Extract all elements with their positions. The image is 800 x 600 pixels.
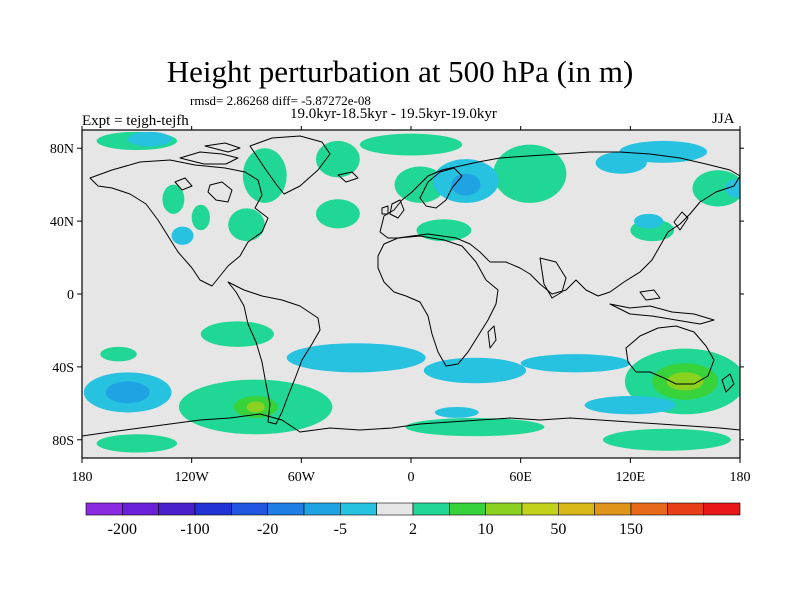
coastline-scandinavia xyxy=(419,167,463,209)
period-text: 19.0kyr-18.5kyr - 19.5kyr-19.0kyr xyxy=(290,106,497,122)
contour-region-33 xyxy=(520,354,631,373)
colorbar-box-17 xyxy=(703,502,741,516)
contour-region-36 xyxy=(434,406,479,418)
lon-tick-label-4: 60E xyxy=(509,470,532,485)
coastline-british-isles xyxy=(381,199,405,219)
contour-region-26 xyxy=(595,151,647,174)
lon-tick-label-0: 180 xyxy=(72,470,93,485)
contour-region-1 xyxy=(315,140,360,178)
colorbar-box-2 xyxy=(158,502,196,516)
contour-region-8 xyxy=(416,219,472,242)
contour-region-9 xyxy=(692,170,740,207)
contour-region-28 xyxy=(127,131,172,147)
experiment-label: Expt = tejgh-tejfh xyxy=(82,113,189,129)
contour-region-31 xyxy=(286,343,426,373)
contour-region-2 xyxy=(359,133,463,156)
contour-region-38 xyxy=(105,381,150,404)
contour-region-11 xyxy=(162,184,185,214)
colorbar-label-6: 50 xyxy=(550,521,566,538)
colorbar-box-0 xyxy=(85,502,123,516)
colorbar-box-15 xyxy=(630,502,668,516)
contour-region-30 xyxy=(725,179,740,198)
colorbar-label-5: 10 xyxy=(478,521,494,538)
lat-tick-label-3: 40S xyxy=(52,361,74,376)
contour-region-23 xyxy=(666,372,704,391)
stats-text: rmsd= 2.86268 diff= -5.87272e-08 xyxy=(190,93,371,108)
colorbar-box-3 xyxy=(194,502,232,516)
colorbar-label-2: -20 xyxy=(257,521,278,538)
lat-tick-label-2: 0 xyxy=(67,288,74,303)
contour-region-32 xyxy=(423,357,527,384)
coastline-madagascar xyxy=(487,325,497,349)
axes: 180 120W 60W 0 60E 120E 180 80N 40N 0 40S 80S xyxy=(50,126,751,485)
lon-tick-label-3: 0 xyxy=(408,470,415,485)
contour-region-12 xyxy=(191,204,210,231)
coastline-india xyxy=(539,257,567,299)
coastlines xyxy=(82,135,740,437)
coastline-hudson-bay xyxy=(207,181,233,203)
contour-region-34 xyxy=(584,396,677,415)
colorbar-box-5 xyxy=(267,502,305,516)
colorbar: -200 -100 -20 -5 2 10 50 150 xyxy=(85,502,741,538)
contour-region-5 xyxy=(394,166,446,203)
contour-fields xyxy=(83,131,740,453)
lon-tick-label-1: 120W xyxy=(175,470,210,485)
contour-region-27 xyxy=(633,213,664,229)
season-label: JJA xyxy=(712,111,735,127)
contour-region-7 xyxy=(315,199,360,229)
coastline-japan xyxy=(673,211,689,231)
colorbar-box-4 xyxy=(231,502,268,516)
colorbar-box-1 xyxy=(122,502,159,516)
coastline-indonesia xyxy=(609,289,715,325)
colorbar-label-1: -100 xyxy=(180,521,209,538)
contour-region-13 xyxy=(200,321,274,347)
lat-tick-label-1: 40N xyxy=(50,215,74,230)
colorbar-box-9 xyxy=(412,502,450,516)
coastline-greenland xyxy=(249,135,331,195)
contour-region-6 xyxy=(228,208,265,242)
contour-region-29 xyxy=(171,226,194,245)
coastline-australia xyxy=(625,325,715,385)
colorbar-box-11 xyxy=(485,502,523,516)
colorbar-box-16 xyxy=(667,502,704,516)
coastline-africa xyxy=(377,235,499,367)
contour-region-14 xyxy=(100,346,137,362)
colorbar-box-14 xyxy=(594,502,632,516)
lon-tick-label-5: 120E xyxy=(616,470,646,485)
colorbar-box-12 xyxy=(521,502,559,516)
contour-region-4 xyxy=(493,144,567,203)
contour-region-19 xyxy=(96,434,178,453)
coastline-eurasia xyxy=(379,151,740,297)
contour-region-0 xyxy=(242,148,287,203)
coastline-new-zealand xyxy=(721,373,735,393)
colorbar-label-3: -5 xyxy=(334,521,347,538)
contour-region-22 xyxy=(246,401,265,413)
lat-tick-label-4: 80S xyxy=(52,434,74,449)
contour-region-37 xyxy=(451,173,481,196)
plot-title: Height perturbation at 500 hPa (in m) xyxy=(166,54,634,89)
lat-tick-label-0: 80N xyxy=(50,142,74,157)
lon-tick-label-2: 60W xyxy=(288,470,316,485)
coastline-arctic-islands xyxy=(174,142,241,191)
coastline-iceland xyxy=(337,171,359,183)
colorbar-label-7: 150 xyxy=(619,521,643,538)
colorbar-box-6 xyxy=(303,502,341,516)
colorbar-box-8 xyxy=(376,502,414,516)
colorbar-label-0: -200 xyxy=(108,521,137,538)
colorbar-box-13 xyxy=(558,502,595,516)
colorbar-label-4: 2 xyxy=(409,521,417,538)
colorbar-box-7 xyxy=(340,502,377,516)
lon-tick-label-6: 180 xyxy=(730,470,751,485)
coastline-north-america xyxy=(89,159,269,287)
coastline-south-america xyxy=(227,281,321,425)
coastline-antarctica xyxy=(82,413,740,437)
colorbar-box-10 xyxy=(449,502,486,516)
contour-region-18 xyxy=(602,428,731,451)
